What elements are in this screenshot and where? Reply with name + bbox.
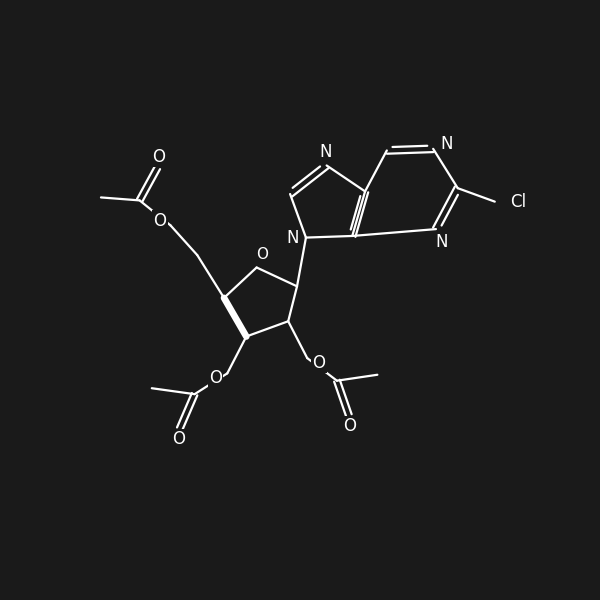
Text: O: O <box>344 417 356 435</box>
Text: O: O <box>313 354 326 372</box>
Text: O: O <box>152 148 165 166</box>
Text: O: O <box>257 247 269 262</box>
Text: N: N <box>436 233 448 251</box>
Text: N: N <box>319 143 332 161</box>
Text: O: O <box>172 430 185 448</box>
Text: Cl: Cl <box>509 193 526 211</box>
Text: O: O <box>209 369 222 387</box>
Text: N: N <box>440 135 452 153</box>
Text: N: N <box>287 229 299 247</box>
Text: O: O <box>154 212 166 230</box>
